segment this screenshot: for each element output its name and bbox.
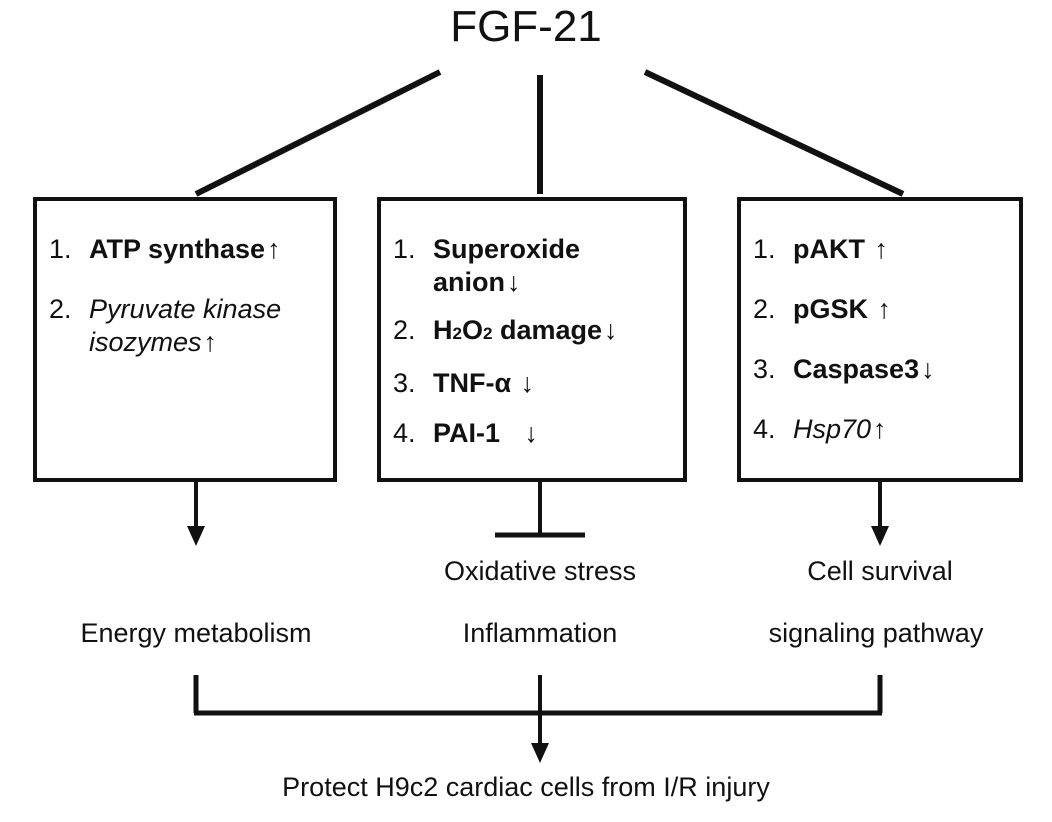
arrowhead-survival [871, 526, 889, 546]
superoxide-label: Superoxide [433, 234, 581, 264]
pakt-label: pAKT [793, 234, 865, 264]
item-number: 3. [753, 354, 776, 384]
anion-label: anion [433, 267, 505, 297]
item-text: TNF-α ↓ [433, 367, 534, 400]
down-arrow-icon: ↓ [520, 368, 535, 398]
up-arrow-icon: ↑ [874, 234, 889, 264]
branch-line-left [194, 69, 442, 197]
diagram-title: FGF-21 [450, 2, 602, 51]
box-oxidative-stress: 1. Superoxide anion↓ 2. H2O2 damage↓ 3. … [377, 197, 687, 482]
up-arrow-icon: ↑ [203, 327, 218, 357]
item-text: Pyruvate kinase isozymes↑ [89, 293, 281, 359]
down-arrow-icon: ↓ [507, 267, 521, 297]
pgsk-label: pGSK [793, 294, 869, 324]
h2o2-sub2: 2 [482, 324, 493, 343]
up-arrow-icon: ↑ [877, 294, 892, 324]
item-text: Caspase3↓ [793, 353, 935, 386]
item-number: 4. [753, 414, 776, 444]
survival-item-3: 3. Caspase3↓ [753, 353, 935, 386]
oxidative-item-4: 4. PAI-1 ↓ [393, 417, 538, 450]
oxidative-item-1: 1. Superoxide anion↓ [393, 233, 580, 299]
item-text: pAKT ↑ [793, 233, 888, 266]
energy-item-1: 1. ATP synthase↑ [49, 233, 281, 266]
item-number: 1. [753, 234, 776, 264]
oxidative-item-2: 2. H2O2 damage↓ [393, 314, 618, 350]
item-text: ATP synthase↑ [89, 233, 281, 266]
box-cell-survival: 1. pAKT ↑ 2. pGSK ↑ 3. Caspase3↓ 4. Hsp7… [737, 197, 1023, 482]
down-arrow-icon: ↓ [921, 354, 935, 384]
oxidative-item-3: 3. TNF-α ↓ [393, 367, 534, 400]
outcome-energy: Energy metabolism [80, 618, 312, 648]
branch-line-right [643, 69, 905, 197]
box-energy-metabolism: 1. ATP synthase↑ 2. Pyruvate kinase isoz… [33, 197, 337, 482]
outcome-oxidative-line1: Oxidative stress [443, 556, 637, 586]
arrowhead-energy [187, 526, 205, 546]
h2o2-sub1: 2 [452, 324, 462, 343]
energy-item-2: 2. Pyruvate kinase isozymes↑ [49, 293, 281, 359]
hsp70-label: Hsp70 [793, 414, 872, 444]
outcome-survival-line1: Cell survival [807, 556, 953, 586]
item-text: pGSK ↑ [793, 293, 891, 326]
arrowhead-conclusion [531, 743, 549, 763]
h2o2-o: O [461, 315, 483, 345]
item-number: 2. [49, 294, 72, 324]
item-text: Hsp70↑ [793, 413, 887, 446]
item-text: PAI-1 ↓ [433, 417, 538, 450]
outcome-oxidative-line2: Inflammation [462, 618, 618, 648]
survival-item-1: 1. pAKT ↑ [753, 233, 888, 266]
item-number: 2. [393, 315, 416, 345]
outcome-survival-line2: signaling pathway [768, 618, 984, 648]
item-number: 1. [393, 234, 416, 264]
down-arrow-icon: ↓ [524, 418, 539, 448]
caspase3-label: Caspase3 [793, 354, 920, 384]
up-arrow-icon: ↑ [267, 234, 281, 264]
down-arrow-icon: ↓ [604, 315, 618, 345]
pyruvate-kinase-label: Pyruvate kinase [89, 294, 282, 324]
survival-item-2: 2. pGSK ↑ [753, 293, 891, 326]
up-arrow-icon: ↑ [873, 414, 887, 444]
isozymes-label: isozymes [89, 327, 202, 357]
damage-label: damage [492, 315, 602, 345]
item-text: H2O2 damage↓ [433, 314, 618, 350]
item-number: 2. [753, 294, 776, 324]
atp-synthase-label: ATP synthase [89, 234, 266, 264]
pai-1-label: PAI-1 [433, 418, 501, 448]
tnf-alpha-label: TNF-α [433, 368, 512, 398]
item-text: Superoxide anion↓ [433, 233, 580, 299]
survival-item-4: 4. Hsp70↑ [753, 413, 887, 446]
item-number: 4. [393, 418, 416, 448]
item-number: 1. [49, 234, 72, 264]
item-number: 3. [393, 368, 416, 398]
h2o2-h: H [433, 315, 453, 345]
conclusion-label: Protect H9c2 cardiac cells from I/R inju… [282, 772, 770, 802]
